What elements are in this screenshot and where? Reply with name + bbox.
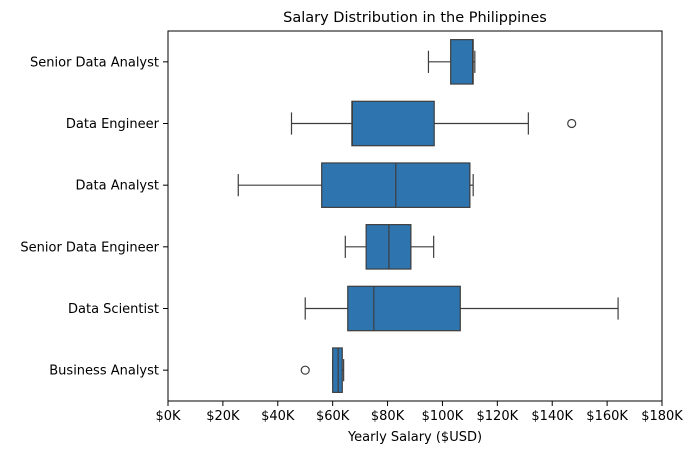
x-tick-label: $140K <box>531 409 573 424</box>
x-tick-label: $100K <box>422 409 464 424</box>
y-tick-label: Data Scientist <box>68 302 159 317</box>
box-iqr <box>347 285 461 332</box>
box-iqr <box>450 39 474 85</box>
box-group <box>300 347 345 393</box>
y-tick-label: Business Analyst <box>49 364 159 379</box>
x-tick-label: $160K <box>586 409 628 424</box>
x-tick-label: $40K <box>261 409 295 424</box>
x-tick-label: $20K <box>206 409 240 424</box>
y-axis: Senior Data Analyst Data Engineer Data Ana… <box>20 55 168 379</box>
x-tick-label: $120K <box>477 409 519 424</box>
box-iqr <box>332 347 343 393</box>
box-group <box>304 285 619 332</box>
box-group <box>237 162 474 208</box>
chart-title: Salary Distribution in the Philippines <box>283 10 547 26</box>
x-tick-label: $80K <box>371 409 405 424</box>
outlier-point <box>567 118 577 129</box>
y-tick-label: Data Engineer <box>66 117 160 132</box>
x-axis-label: Yearly Salary ($USD) <box>347 430 482 445</box>
x-axis: $0K $20K $40K $60K $80K $100K $120K $140K $160K $… <box>155 401 683 424</box>
box-group <box>290 100 577 147</box>
x-tick-label: $60K <box>316 409 350 424</box>
y-tick-label: Senior Data Engineer <box>20 240 159 255</box>
box-group <box>427 39 476 85</box>
x-tick-label: $0K <box>155 409 181 424</box>
plot-area-frame <box>167 30 663 402</box>
box-iqr <box>351 100 435 147</box>
y-tick-label: Data Analyst <box>76 179 159 194</box>
y-tick-label: Senior Data Analyst <box>30 55 159 70</box>
outlier-point <box>300 365 310 375</box>
x-tick-label: $180K <box>641 409 683 424</box>
boxes-layer <box>237 39 619 393</box>
box-group <box>344 224 435 270</box>
